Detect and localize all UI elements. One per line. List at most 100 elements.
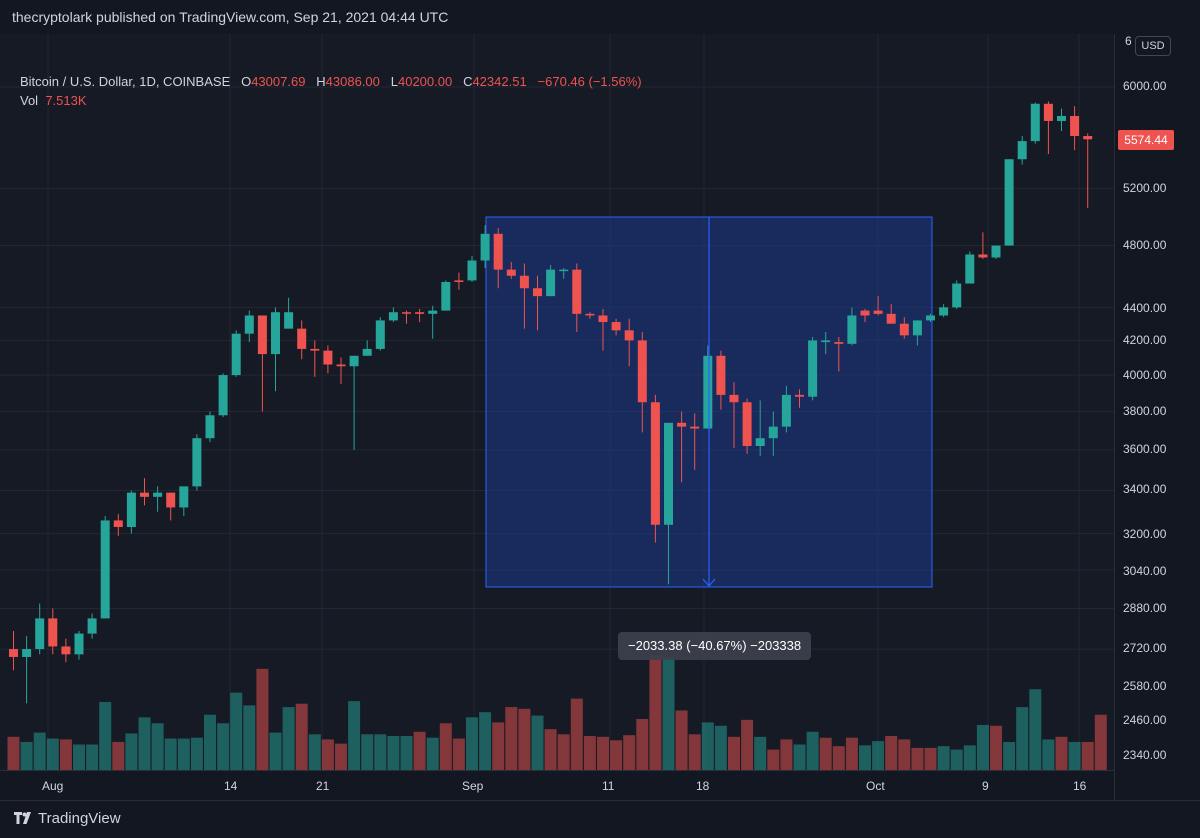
candle [690, 413, 700, 470]
volume-bar [348, 701, 361, 770]
volume-bar [1055, 736, 1068, 770]
volume-bar [217, 723, 230, 770]
candle [873, 296, 883, 316]
volume-bar [33, 732, 46, 770]
candle-body [546, 269, 556, 297]
price-axis-label: 5200.00 [1123, 181, 1167, 195]
candle [939, 304, 949, 318]
volume-bar [806, 731, 819, 770]
candle [428, 305, 438, 339]
candle [113, 513, 123, 536]
time-axis-label: 11 [602, 779, 615, 793]
candle-body [218, 375, 228, 416]
candle-body [205, 415, 215, 439]
candle [952, 280, 962, 309]
candle-body [742, 402, 752, 446]
price-axis-label: 4000.00 [1123, 368, 1167, 382]
candle-body [415, 312, 425, 314]
legend-high-key: H [316, 74, 326, 89]
candle-body [860, 310, 870, 316]
chart-pane[interactable]: Bitcoin / U.S. Dollar, 1D, COINBASE O430… [0, 34, 1114, 800]
candle-body [140, 492, 149, 497]
candle-body [493, 233, 503, 270]
candle [611, 318, 621, 336]
candle [795, 389, 804, 408]
volume-bar [59, 739, 72, 770]
candle [860, 308, 870, 323]
volume-bar [557, 734, 570, 770]
price-axis-label: 4800.00 [1123, 238, 1167, 252]
price-axis[interactable]: 6 6000.00 5200.00 4800.00 4400.00 4200.0… [1114, 34, 1200, 800]
candlestick-chart[interactable] [0, 34, 1114, 800]
candle [375, 317, 385, 351]
volume-bar [662, 656, 675, 770]
candle [297, 320, 307, 360]
candle [1057, 108, 1066, 131]
candle [742, 398, 752, 454]
candle [441, 280, 451, 311]
candle-body [87, 618, 97, 634]
candle [926, 313, 935, 323]
tradingview-brand: TradingView [38, 810, 121, 827]
price-axis-label: 3040.00 [1123, 564, 1167, 578]
candle [153, 486, 163, 512]
measure-label: −2033.38 (−40.67%) −203338 [618, 632, 812, 660]
volume-bar [230, 692, 243, 770]
volume-bar [256, 668, 269, 770]
volume-bar [466, 717, 478, 770]
candle-body [113, 520, 123, 527]
candle [179, 486, 189, 517]
candle-body [637, 340, 647, 403]
candle-body [1057, 116, 1066, 121]
candle-body [768, 426, 778, 439]
volume-bar [754, 736, 767, 770]
legend-vol-label: Vol [20, 93, 39, 108]
candle-body [362, 348, 372, 356]
volume-bar [243, 705, 256, 770]
candle [991, 245, 1001, 259]
volume-bar [151, 723, 164, 770]
candle-body [61, 646, 71, 655]
candle-body [912, 320, 922, 336]
volume-bar [321, 739, 334, 770]
candle-body [519, 275, 529, 289]
currency-button[interactable]: USD [1135, 36, 1171, 56]
candle-body [533, 288, 542, 297]
candle [480, 225, 490, 269]
candle-body [402, 312, 411, 314]
candle-body [244, 315, 254, 334]
candle [205, 411, 215, 443]
volume-bar [426, 737, 439, 770]
candle [336, 357, 346, 385]
candle-body [192, 438, 202, 487]
candle-body [1030, 103, 1040, 142]
volume-bar [636, 719, 649, 770]
candle [192, 434, 202, 491]
candle [140, 478, 149, 506]
candle [126, 490, 136, 534]
candle-body [598, 315, 608, 323]
volume-bar [138, 717, 151, 770]
volume-bar [845, 737, 858, 770]
candle [166, 492, 176, 521]
candle-body [48, 618, 58, 647]
candle-body [926, 315, 935, 321]
time-axis[interactable]: Aug 14 21 Sep 11 18 Oct 9 16 [0, 770, 1114, 800]
candle [1043, 101, 1053, 155]
tradingview-logo[interactable]: TradingView [14, 810, 121, 827]
candle [703, 345, 713, 429]
candle [716, 350, 726, 410]
candle [899, 317, 909, 339]
candle-body [873, 310, 883, 314]
candle [362, 340, 372, 356]
volume-bar [125, 733, 138, 770]
candle [1004, 159, 1014, 246]
volume-bar [911, 747, 924, 770]
candle [231, 330, 241, 377]
candle [978, 232, 988, 259]
volume-bar [452, 738, 465, 770]
volume-bar [793, 744, 806, 770]
price-axis-label: 2580.00 [1123, 679, 1167, 693]
candle-body [703, 355, 713, 429]
candle-body [271, 312, 280, 355]
